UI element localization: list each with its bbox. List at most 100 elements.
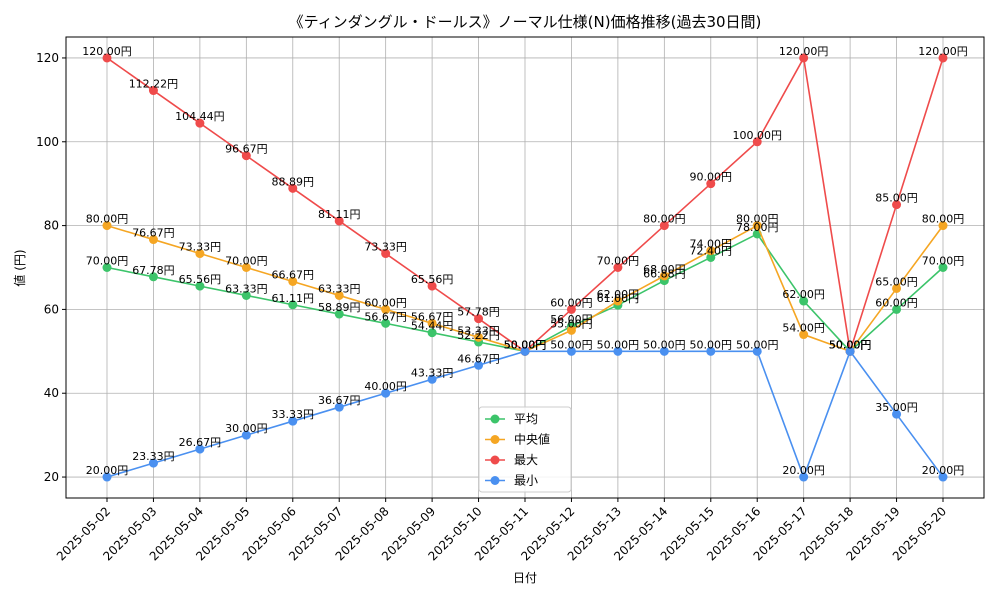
data-point (566, 304, 576, 314)
y-tick-label: 40 (44, 386, 59, 400)
data-label: 65.00円 (875, 275, 918, 288)
data-label: 26.67円 (179, 436, 222, 449)
data-point (613, 346, 623, 356)
series-lines (102, 53, 948, 482)
data-point (752, 221, 762, 231)
data-point (148, 272, 158, 282)
data-point (288, 300, 298, 310)
y-tick-label: 120 (36, 51, 59, 65)
data-point (288, 183, 298, 193)
data-point (799, 472, 809, 482)
data-label: 46.67円 (457, 352, 500, 365)
legend-label: 中央値 (514, 432, 550, 447)
data-point (706, 346, 716, 356)
data-label: 36.67円 (318, 394, 361, 407)
data-label: 23.33円 (132, 450, 175, 463)
data-point (752, 137, 762, 147)
data-label: 20.00円 (86, 464, 129, 477)
data-point (474, 332, 484, 342)
data-point (799, 53, 809, 63)
data-point (288, 276, 298, 286)
chart-title: 《ティンダングル・ドールス》ノーマル仕様(N)価格推移(過去30日間) (289, 13, 762, 31)
data-label: 96.67円 (225, 143, 268, 156)
data-point (195, 444, 205, 454)
data-label: 56.00円 (550, 313, 593, 326)
data-label: 100.00円 (732, 129, 782, 142)
data-label: 50.00円 (597, 338, 640, 351)
data-label: 120.00円 (82, 45, 132, 58)
data-point (474, 314, 484, 324)
data-label: 72.40円 (690, 244, 733, 257)
data-label: 80.00円 (922, 213, 965, 226)
data-point (241, 430, 251, 440)
data-point (102, 53, 112, 63)
data-point (427, 318, 437, 328)
data-label: 74.00円 (690, 238, 733, 251)
legend-marker (490, 455, 500, 465)
data-label: 20.00円 (922, 464, 965, 477)
data-label: 60.00円 (875, 296, 918, 309)
data-label: 60.00円 (364, 296, 407, 309)
data-label: 65.56円 (411, 273, 454, 286)
data-label: 68.00円 (643, 263, 686, 276)
data-point (566, 346, 576, 356)
data-label: 80.00円 (736, 213, 779, 226)
data-point (195, 118, 205, 128)
data-point (845, 346, 855, 356)
data-label: 80.00円 (86, 213, 129, 226)
data-point (659, 221, 669, 231)
data-point (938, 263, 948, 272)
y-axis-label: 値 (円) (12, 249, 27, 286)
data-point (241, 290, 251, 300)
y-tick-label: 20 (44, 470, 59, 484)
data-point (334, 290, 344, 300)
data-point (381, 388, 391, 398)
data-label: 57.78円 (457, 306, 500, 319)
data-label: 50.00円 (504, 338, 547, 351)
data-label: 52.22円 (457, 329, 500, 342)
data-label: 85.00円 (875, 192, 918, 205)
data-point (288, 416, 298, 426)
data-label: 62.00円 (782, 288, 825, 301)
y-tick-label: 100 (36, 135, 59, 149)
legend-box (478, 406, 572, 493)
data-label: 120.00円 (918, 45, 968, 58)
data-label: 50.00円 (643, 338, 686, 351)
data-point (381, 249, 391, 259)
data-label: 63.33円 (225, 282, 268, 295)
data-label: 66.67円 (272, 268, 315, 281)
data-point (892, 304, 902, 314)
data-point (381, 304, 391, 314)
data-label: 50.00円 (504, 338, 547, 351)
data-label: 50.00円 (550, 338, 593, 351)
data-point (427, 328, 437, 338)
data-label: 67.78円 (132, 264, 175, 277)
data-label: 78.00円 (736, 221, 779, 234)
data-label: 50.00円 (504, 338, 547, 351)
data-labels: 70.00円67.78円65.56円63.33円61.11円58.89円56.6… (82, 45, 968, 477)
data-label: 112.22円 (129, 78, 179, 91)
data-label: 35.00円 (875, 401, 918, 414)
legend-label: 最小 (514, 474, 538, 488)
data-point (892, 283, 902, 293)
data-point (799, 330, 809, 340)
data-label: 56.67円 (364, 310, 407, 323)
data-label: 56.67円 (411, 310, 454, 323)
data-label: 43.33円 (411, 366, 454, 379)
y-tick-label: 80 (44, 219, 59, 233)
data-point (799, 296, 809, 306)
data-label: 70.00円 (225, 255, 268, 268)
data-label: 73.33円 (364, 241, 407, 254)
data-point (938, 472, 948, 482)
data-point (334, 216, 344, 226)
data-label: 55.00円 (550, 317, 593, 330)
data-label: 90.00円 (690, 171, 733, 184)
data-point (706, 179, 716, 189)
data-point (752, 346, 762, 356)
data-point (195, 249, 205, 259)
data-label: 50.00円 (690, 338, 733, 351)
data-point (241, 151, 251, 161)
data-point (613, 263, 623, 272)
